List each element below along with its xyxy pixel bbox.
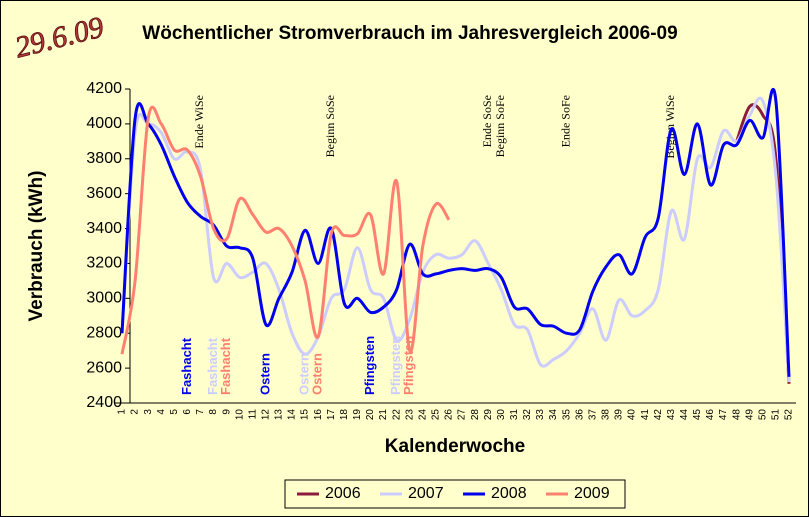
x-tick-label: 41 [640,409,651,421]
y-tick-label: 3400 [86,220,122,237]
x-tick-label: 16 [313,409,324,421]
y-tick-label: 3000 [86,290,122,307]
x-tick-label: 19 [352,409,363,421]
x-tick-label: 48 [731,409,742,421]
x-tick-label: 35 [561,409,572,421]
x-tick-label: 5 [169,409,180,415]
x-tick-label: 43 [666,409,677,421]
x-tick-label: 30 [496,409,507,421]
x-tick-label: 34 [548,409,559,421]
x-tick-label: 44 [679,409,690,421]
y-tick-label: 3600 [86,185,122,202]
x-tick-label: 32 [522,409,533,421]
annotation: Ostern [310,353,325,395]
y-tick-label: 4000 [86,115,122,132]
x-tick-label: 7 [195,409,206,415]
x-tick-label: 11 [247,409,258,420]
x-tick-label: 27 [457,409,468,421]
x-tick-label: 50 [757,409,768,421]
legend-box [284,479,626,509]
x-tick-label: 29 [483,409,494,421]
annotation: Ende SoFe [558,95,572,147]
annotation: Ostern [257,353,272,395]
x-tick-label: 14 [287,409,298,421]
annotation: Pfingsten [362,336,377,395]
annotation: Pfingsten [388,336,403,395]
legend-label: 2006 [325,485,361,502]
x-tick-label: 37 [587,409,598,421]
annotation: Ende SoSe [480,95,494,147]
annotation: Fashacht [179,337,194,395]
x-tick-label: 49 [744,409,755,421]
x-tick-label: 6 [182,409,193,415]
x-tick-label: 9 [221,409,232,415]
y-axis-label: Verbrauch (kWh) [26,171,47,322]
x-tick-label: 17 [326,409,337,421]
x-tick-label: 25 [431,409,442,421]
x-tick-label: 47 [718,409,729,421]
x-tick-label: 42 [653,409,664,421]
x-tick-label: 4 [156,409,167,415]
x-tick-label: 38 [601,409,612,421]
annotation: Fashacht [218,337,233,395]
x-tick-label: 39 [614,409,625,421]
series-line [120,105,451,355]
x-tick-label: 15 [300,409,311,421]
x-tick-label: 3 [143,409,154,415]
x-tick-label: 28 [470,409,481,421]
y-tick-label: 3800 [86,150,122,167]
x-tick-label: 20 [365,409,376,421]
x-tick-label: 33 [535,409,546,421]
y-tick-label: 4200 [86,80,122,97]
y-tick-label: 3200 [86,255,122,272]
legend-label: 2008 [491,485,527,502]
x-tick-label: 52 [784,409,795,421]
x-tick-label: 31 [509,409,520,421]
x-tick-label: 21 [378,409,389,421]
y-tick-label: 2400 [86,394,122,411]
annotation: Beginn WiSe [663,95,677,159]
x-tick-label: 22 [391,409,402,421]
annotation: Fashacht [205,337,220,395]
x-tick-label: 2 [130,409,141,415]
annotation: Beginn SoSe [323,95,337,157]
x-tick-label: 24 [417,409,428,421]
x-tick-label: 8 [208,409,219,415]
series-line [120,88,791,377]
x-tick-label: 26 [444,409,455,421]
x-tick-label: 18 [339,409,350,421]
x-tick-label: 12 [261,409,272,421]
x-tick-label: 51 [771,409,782,421]
y-tick-label: 2600 [86,359,122,376]
x-tick-label: 36 [574,409,585,421]
x-tick-label: 40 [627,409,638,421]
series-line [120,96,791,383]
annotation: Beginn SoFe [493,95,507,157]
chart-title: Wöchentlicher Stromverbrauch im Jahresve… [142,23,677,44]
x-tick-label: 10 [234,409,245,421]
x-tick-label: 45 [692,409,703,421]
annotation: Ende WiSe [192,95,206,149]
legend-label: 2007 [408,485,444,502]
x-axis-label: Kalenderwoche [385,436,525,457]
x-tick-label: 23 [404,409,415,421]
y-tick-label: 2800 [86,324,122,341]
legend-label: 2009 [574,485,610,502]
x-tick-label: 1 [117,409,128,415]
x-tick-label: 13 [274,409,285,421]
annotation: Ostern [297,353,312,395]
x-tick-label: 46 [705,409,716,421]
